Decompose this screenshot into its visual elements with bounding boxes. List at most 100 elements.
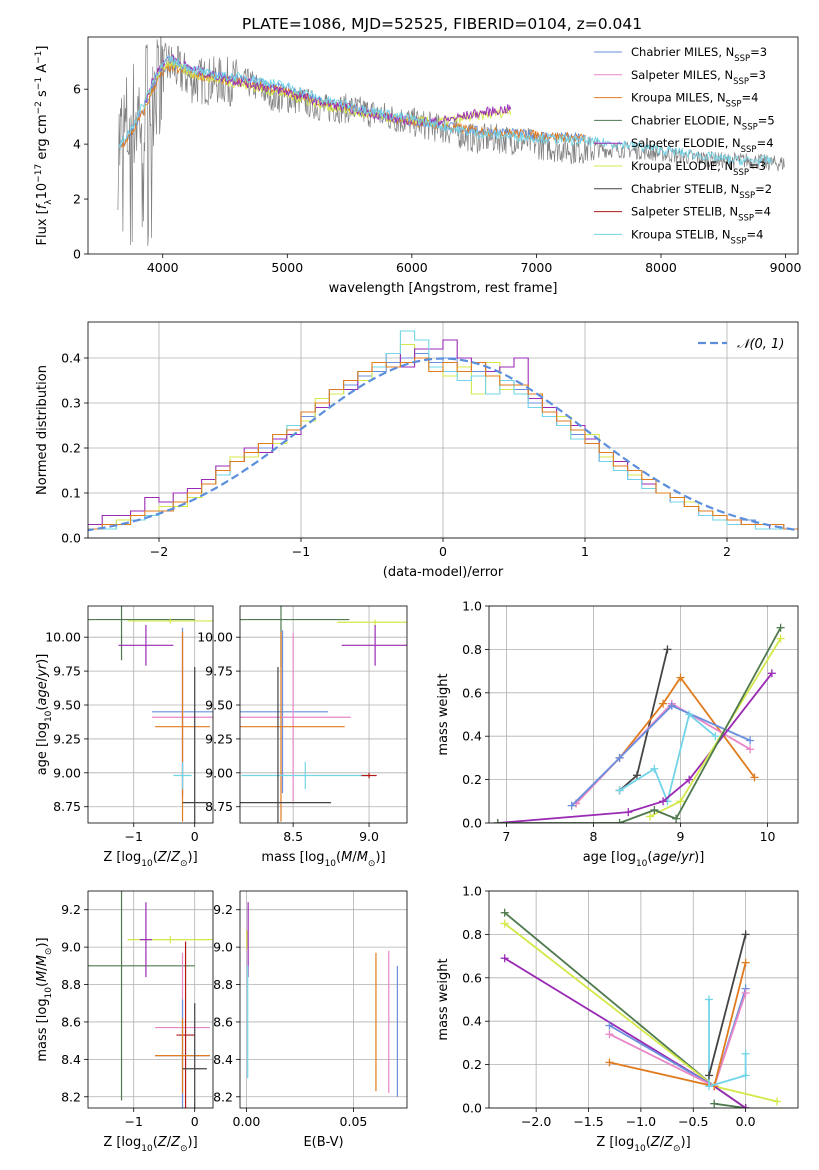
plus-marker xyxy=(741,988,750,997)
x-tick-label: −1 xyxy=(292,544,310,559)
y-axis-label: mass weight xyxy=(436,958,451,1040)
plot-area xyxy=(240,606,407,823)
plus-marker xyxy=(746,736,755,745)
y-tick-label: 1.0 xyxy=(462,599,482,614)
plus-marker xyxy=(750,773,759,782)
y-tick-label: 9.50 xyxy=(205,698,233,713)
plot-area xyxy=(117,37,785,246)
x-tick-label: −2.0 xyxy=(521,1114,551,1129)
grid-lines xyxy=(240,891,407,1108)
y-tick-label: 0.6 xyxy=(462,970,482,985)
panel-7: 0.00 0.05 8.2 8.4 8.6 8.8 9.0 9.2 E(B-V) xyxy=(213,890,408,1150)
y-tick-label: 9.0 xyxy=(213,940,233,955)
legend-entry: Kroupa STELIB, NSSP=4 xyxy=(631,227,763,246)
model-spectrum-line xyxy=(118,54,774,166)
plus-marker xyxy=(650,764,659,773)
x-tick-label: −1 xyxy=(125,1114,143,1129)
y-tick-label: 0.4 xyxy=(462,729,482,744)
y-tick-label: 8.4 xyxy=(213,1052,233,1067)
y-tick-label: 0.6 xyxy=(462,685,482,700)
x-axis-label: Z [log10(Z/Z⊙)] xyxy=(596,1135,690,1154)
grid-lines xyxy=(489,890,798,1109)
mass-weight-line xyxy=(497,627,782,823)
plus-marker xyxy=(776,623,785,632)
plus-marker xyxy=(650,805,659,814)
y-tick-label: 1.0 xyxy=(462,884,482,899)
mass-weight-line xyxy=(609,988,747,1088)
plus-marker xyxy=(746,745,755,754)
panel-1: 4000 5000 6000 7000 8000 9000 0 2 4 6 Chabrier MIL… xyxy=(34,36,802,296)
legend-entry: Chabrier MILES, NSSP=3 xyxy=(631,45,767,64)
plot-area xyxy=(246,902,398,1097)
legend-entry: Salpeter ELODIE, NSSP=4 xyxy=(631,136,774,155)
plus-marker xyxy=(624,808,633,817)
y-tick-label: 2 xyxy=(73,192,81,207)
axes-frame xyxy=(87,321,799,539)
x-tick-label: 9000 xyxy=(770,260,802,275)
y-tick-label: 9.2 xyxy=(61,902,81,917)
y-tick-label: 8.2 xyxy=(61,1089,81,1104)
errorbar-point xyxy=(173,761,192,790)
y-tick-label: 8.6 xyxy=(61,1014,81,1029)
panel-5: 7 8 9 10 0.0 0.2 0.4 0.6 0.8 1.0 age [log10(age/yr… xyxy=(436,599,799,869)
x-tick-label: 6000 xyxy=(396,260,428,275)
axis-ticks: −1 0 8.2 8.4 8.6 8.8 9.0 9.2 xyxy=(61,902,199,1129)
x-axis-label: Z [log10(Z/Z⊙)] xyxy=(103,1135,197,1154)
x-tick-label: 0.05 xyxy=(340,1114,368,1129)
plus-marker xyxy=(500,908,509,917)
axis-ticks: −2.0 −1.5 −1.0 −0.5 0.0 0.0 0.2 0.4 0.6 0.8 1.0 xyxy=(462,884,755,1130)
plus-marker xyxy=(493,819,502,823)
x-tick-label: 9 xyxy=(677,829,685,844)
y-tick-label: 9.75 xyxy=(205,664,233,679)
mass-weight-line xyxy=(619,712,716,805)
model-spectrum-line xyxy=(143,60,512,127)
y-tick-label: 0.2 xyxy=(462,1057,482,1072)
x-tick-label: 0 xyxy=(191,1114,199,1129)
plus-marker xyxy=(741,958,750,967)
plus-marker xyxy=(500,954,509,963)
errorbar-point xyxy=(127,618,213,624)
x-tick-label: 0.00 xyxy=(233,1114,261,1129)
y-axis-label: mass weight xyxy=(436,673,451,755)
plot-area xyxy=(493,623,785,823)
y-tick-label: 8.8 xyxy=(61,977,81,992)
plus-marker xyxy=(704,1082,713,1091)
panel-6: −1 0 8.2 8.4 8.6 8.8 9.0 9.2 Z [log10(Z/Z⊙)] mass… xyxy=(35,890,214,1154)
x-tick-label: 8 xyxy=(589,829,597,844)
axis-ticks: −2 −1 0 1 2 0.0 0.1 0.2 0.3 0.4 xyxy=(61,351,731,560)
y-tick-label: 9.75 xyxy=(53,664,81,679)
model-spectrum-line xyxy=(143,54,512,127)
x-tick-label: 0 xyxy=(191,829,199,844)
plot-area xyxy=(88,606,213,823)
y-tick-label: 0 xyxy=(73,247,81,262)
errorbar-point xyxy=(361,772,377,779)
x-axis-label: Z [log10(Z/Z⊙)] xyxy=(103,850,197,869)
y-tick-label: 10.00 xyxy=(45,630,81,645)
axes-frame xyxy=(87,605,214,824)
grid-lines xyxy=(88,322,798,539)
x-axis-label: (data-model)/error xyxy=(383,565,504,580)
axes-frame xyxy=(87,890,214,1109)
plus-marker xyxy=(615,819,624,823)
x-tick-label: 0 xyxy=(439,544,447,559)
mass-weight-line xyxy=(619,649,669,792)
x-tick-label: −0.5 xyxy=(678,1114,708,1129)
x-tick-label: 8.5 xyxy=(283,829,303,844)
y-tick-label: 0.2 xyxy=(462,772,482,787)
plus-marker xyxy=(710,1099,719,1108)
histogram-step xyxy=(88,357,798,530)
plus-marker xyxy=(659,699,668,708)
axis-ticks: 0.00 0.05 8.2 8.4 8.6 8.8 9.0 9.2 xyxy=(213,902,367,1129)
y-tick-label: 8.75 xyxy=(53,799,81,814)
axes-frame xyxy=(488,605,799,824)
y-tick-label: 9.2 xyxy=(213,902,233,917)
grid-lines xyxy=(489,605,798,824)
plus-marker xyxy=(632,771,641,780)
legend-entry: Kroupa ELODIE, NSSP=3 xyxy=(631,159,766,178)
errorbar-point xyxy=(88,891,195,1101)
plus-marker xyxy=(704,1071,713,1080)
axis-ticks: 7 8 9 10 0.0 0.2 0.4 0.6 0.8 1.0 xyxy=(462,599,775,845)
x-tick-label: 5000 xyxy=(271,260,303,275)
plus-marker xyxy=(615,753,624,762)
